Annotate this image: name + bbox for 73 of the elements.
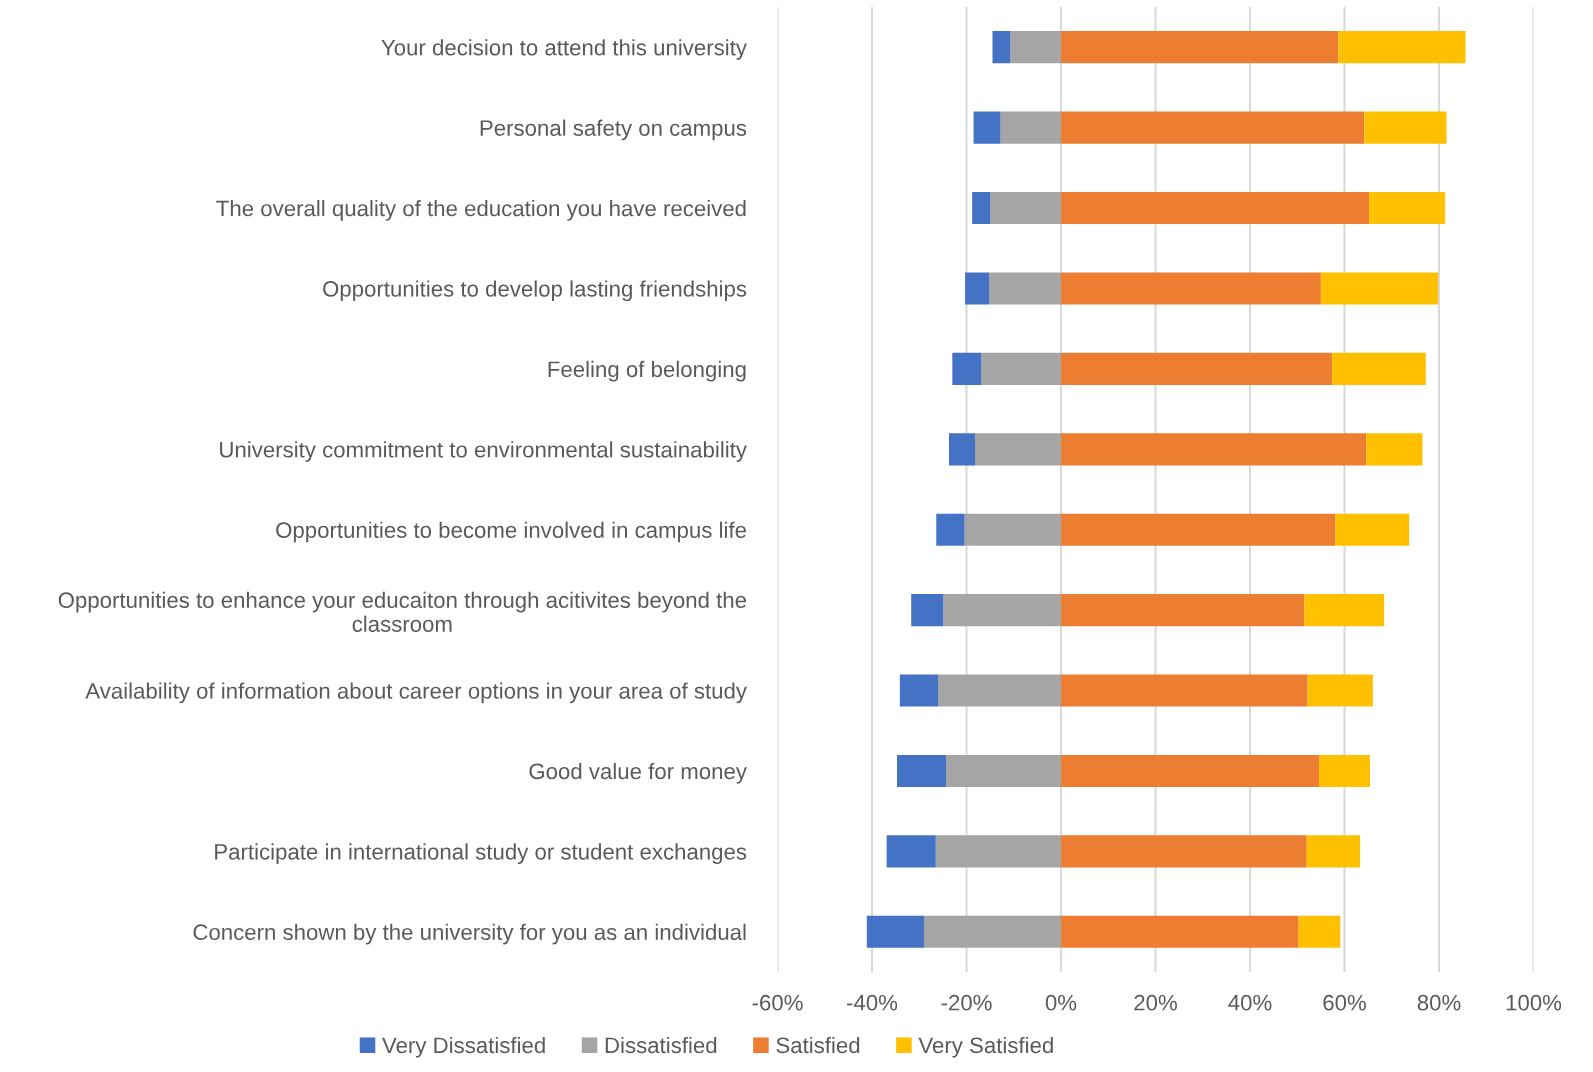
bar	[1061, 513, 1336, 546]
legend-label: Satisfied	[776, 1036, 860, 1054]
bar	[1338, 31, 1466, 64]
y-tick-label: The overall quality of the education you have received	[216, 199, 746, 221]
y-tick-label: Good value for money	[529, 762, 747, 784]
y-tick-label: Feeling of belonging	[548, 360, 746, 382]
y-tick-label: Availability of information about career options in your area of study	[85, 682, 747, 704]
bar	[964, 513, 1061, 546]
x-tick-label: -40%	[847, 994, 898, 1011]
x-tick-label: 60%	[1323, 994, 1366, 1011]
bar	[952, 352, 982, 385]
legend-label: Very Satisfied	[918, 1036, 1053, 1058]
bar	[1061, 31, 1339, 64]
bar	[897, 754, 947, 788]
bar	[911, 594, 944, 627]
bar	[923, 915, 1061, 948]
bar	[973, 111, 1001, 144]
bar	[990, 191, 1061, 225]
y-tick-label: Participate in international study or student exchanges	[215, 843, 747, 865]
bar	[1010, 31, 1061, 64]
bar	[1364, 111, 1447, 144]
bar	[1335, 513, 1410, 546]
bar	[1061, 272, 1321, 305]
bar	[989, 272, 1061, 305]
bar	[1061, 754, 1319, 788]
y-tick-label: University commitment to environmental sustainability	[220, 441, 747, 462]
bar	[1298, 915, 1341, 948]
x-tick-label: 0%	[1045, 994, 1077, 1011]
y-tick-label: Concern shown by the university for you as an individual	[193, 923, 746, 945]
x-tick-label: 40%	[1228, 994, 1272, 1011]
bar	[886, 835, 936, 868]
bar	[981, 352, 1061, 385]
bar	[972, 191, 991, 225]
bar	[946, 754, 1061, 788]
bar	[899, 674, 939, 707]
bar	[1320, 272, 1439, 305]
bar	[1061, 433, 1367, 466]
y-tick-label: Opportunities to become involved in campus life	[276, 521, 746, 543]
bar	[1061, 674, 1308, 707]
bar	[943, 594, 1061, 627]
bar	[936, 513, 965, 546]
bar	[992, 31, 1011, 64]
bar	[1369, 191, 1446, 225]
bar	[1366, 433, 1423, 466]
bar	[1061, 594, 1305, 627]
bar	[1061, 915, 1299, 948]
bar	[949, 433, 976, 466]
bar	[1061, 191, 1370, 225]
bar	[1061, 835, 1307, 868]
bar	[1318, 754, 1371, 788]
bar	[1061, 111, 1365, 144]
y-tick-label: Your decision to attend this university	[381, 39, 747, 60]
bar	[1304, 594, 1385, 627]
bar	[1307, 674, 1373, 707]
x-tick-label: 100%	[1506, 994, 1562, 1011]
bar	[1306, 835, 1361, 868]
y-tick-label: Personal safety on campus	[480, 119, 747, 141]
x-tick-label: -60%	[752, 994, 803, 1011]
bar	[866, 915, 924, 948]
x-tick-label: -20%	[941, 994, 992, 1011]
bar	[1332, 352, 1426, 385]
bar	[975, 433, 1061, 466]
legend-label: Dissatisfied	[605, 1036, 717, 1054]
bar	[935, 835, 1061, 868]
legend-label: Very Dissatisfied	[382, 1036, 545, 1058]
x-tick-label: 80%	[1417, 994, 1461, 1011]
bar	[938, 674, 1061, 707]
bar	[965, 272, 990, 305]
y-tick-label: Opportunities to enhance your educaiton through acitivites beyond the classroom	[58, 591, 747, 632]
y-tick-label: Opportunities to develop lasting friendships	[323, 280, 747, 302]
bar	[1061, 352, 1333, 385]
x-tick-label: 20%	[1134, 994, 1177, 1011]
bar	[1000, 111, 1061, 144]
